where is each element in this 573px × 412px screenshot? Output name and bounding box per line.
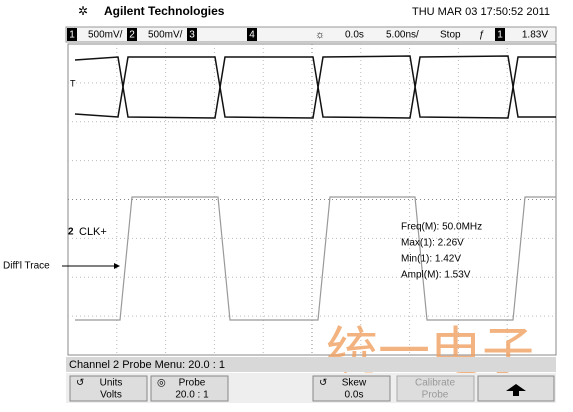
softkey[interactable]: ↺ Skew 0.0s (312, 375, 391, 402)
menu-bar (66, 357, 556, 372)
ch-box (187, 28, 197, 41)
ch-box (495, 28, 505, 41)
measurement: Ampl(M): 1.53V (401, 270, 471, 281)
softkey[interactable]: Calibrate Probe (396, 375, 475, 402)
watermark: 统一电子 (326, 324, 534, 382)
svg-text:↺: ↺ (319, 378, 327, 389)
trigger-level: 1.83V (522, 30, 548, 41)
grid (68, 44, 556, 355)
trace-ch2 (75, 196, 556, 321)
softkey-label: Units (100, 378, 123, 389)
ch-scale: 500mV/ (148, 30, 183, 41)
softkey-value: Probe (422, 390, 449, 401)
measurement: Max(1): 2.26V (401, 238, 464, 249)
svg-text:↺: ↺ (76, 378, 84, 389)
ch-box (247, 28, 257, 41)
menu-title: Channel 2 Probe Menu: 20.0 : 1 (69, 359, 225, 371)
softkey-label: Probe (179, 378, 206, 389)
ch-number: 2 (129, 30, 135, 41)
ch-number: 1 (69, 30, 75, 41)
ch-box (127, 28, 137, 41)
brand: Agilent Technologies (104, 4, 225, 18)
channel-marker: 2 (68, 227, 74, 238)
softkey-value: 20.0 : 1 (175, 390, 209, 401)
softkey[interactable]: ↺ Units Volts (69, 375, 148, 402)
trigger-icon: ☼ (315, 29, 325, 41)
ch-number: 3 (189, 30, 195, 41)
logo: ✲ (78, 4, 88, 18)
annotation: Diff'l Trace (3, 261, 50, 272)
trigger-marker: T (70, 78, 76, 88)
channel-label: CLK+ (79, 226, 107, 238)
measurement: Freq(M): 50.0MHz (401, 222, 482, 233)
ch-box (67, 28, 77, 41)
ch-scale: 500mV/ (88, 30, 123, 41)
softkey-return[interactable] (477, 375, 555, 402)
trace-ch1-complement (74, 55, 556, 119)
svg-text:◎: ◎ (157, 378, 166, 389)
edge-icon: ƒ (479, 30, 485, 41)
arrow-head (114, 263, 120, 269)
timebase: 5.00ns/ (386, 30, 419, 41)
delay: 0.0s (345, 30, 364, 41)
softkey-value: 0.0s (345, 390, 364, 401)
trigger-source: 1 (497, 30, 503, 41)
datetime: THU MAR 03 17:50:52 2011 (412, 6, 550, 18)
measurement: Min(1): 1.42V (401, 254, 461, 265)
run-state: Stop (440, 30, 461, 41)
softkey-value: Volts (100, 390, 122, 401)
ch-number: 4 (249, 30, 255, 41)
softkey[interactable]: ◎ Probe 20.0 : 1 (150, 375, 229, 402)
softkey-label: Skew (342, 378, 367, 389)
softkey-label: Calibrate (415, 378, 455, 389)
